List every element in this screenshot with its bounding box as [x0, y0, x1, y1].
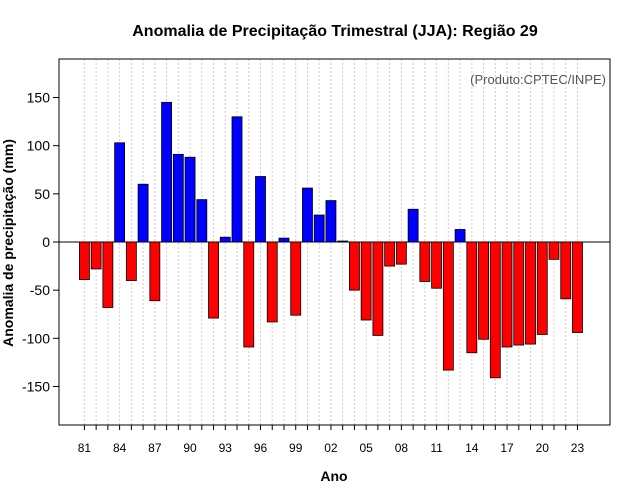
bar-17: [501, 241, 513, 348]
bar-01: [313, 214, 325, 243]
x-tick-label: 23: [571, 441, 585, 455]
bar-88: [161, 101, 172, 243]
x-tick-label: 93: [219, 441, 233, 455]
y-tick-label: -100: [22, 330, 50, 346]
bars: [79, 101, 583, 379]
x-tick-label: 08: [395, 441, 409, 455]
bar-23: [572, 241, 583, 333]
bar-16: [489, 241, 501, 379]
y-axis-label: Anomalia de precipitação (mm): [0, 139, 16, 347]
y-tick-label: -50: [30, 282, 50, 298]
x-tick-label: 17: [500, 441, 514, 455]
y-tick-label: -150: [22, 378, 50, 394]
bar-97: [266, 241, 278, 323]
x-tick-label: 05: [359, 441, 373, 455]
x-tick-label: 20: [536, 441, 550, 455]
bar-96: [255, 176, 266, 243]
bar-02: [325, 200, 337, 243]
credit-label: (Produto:CPTEC/INPE): [470, 72, 606, 87]
bar-12: [442, 241, 454, 371]
bar-81: [79, 241, 90, 280]
bar-20: [536, 241, 548, 335]
bar-21: [548, 241, 560, 260]
bar-91: [196, 199, 208, 243]
y-axis: -150 -100 -50 0 50 100 150: [22, 90, 59, 394]
x-tick-label: 14: [465, 441, 479, 455]
x-tick-label: 90: [183, 441, 197, 455]
bar-00: [302, 187, 313, 243]
bar-10: [419, 241, 431, 282]
bar-89: [172, 153, 184, 243]
bar-93: [219, 236, 231, 243]
bar-98: [278, 237, 290, 243]
bar-94: [231, 116, 243, 243]
grid-lines: [83, 59, 578, 425]
x-tick-label: 11: [430, 441, 443, 455]
x-tick-label: 87: [148, 441, 162, 455]
bar-04: [349, 241, 360, 291]
bar-85: [125, 241, 137, 281]
bar-83: [102, 241, 114, 308]
bar-14: [466, 241, 478, 354]
chart-title: Anomalia de Precipitação Trimestral (JJA…: [132, 23, 538, 40]
x-tick-label: 99: [289, 441, 303, 455]
y-tick-label: 100: [27, 138, 51, 154]
bar-07: [384, 241, 396, 267]
x-tick-label: 96: [254, 441, 268, 455]
y-tick-label: 150: [27, 90, 51, 106]
bar-86: [137, 183, 149, 243]
bar-19: [525, 241, 536, 345]
bar-09: [407, 208, 419, 243]
bar-06: [372, 241, 384, 336]
bar-11: [431, 241, 443, 289]
y-tick-label: 50: [34, 186, 50, 202]
bar-05: [360, 241, 372, 321]
bar-84: [114, 142, 126, 243]
bar-99: [290, 241, 302, 316]
bar-87: [149, 241, 161, 302]
bar-03: [337, 240, 349, 243]
y-tick-label: 0: [42, 234, 50, 250]
x-tick-label: 84: [113, 441, 127, 455]
x-tick-label: 81: [78, 441, 92, 455]
x-tick-label: 02: [324, 441, 338, 455]
x-axis-label: Ano: [320, 468, 347, 484]
bar-92: [208, 241, 219, 319]
bar-08: [395, 241, 407, 265]
bar-15: [478, 241, 489, 340]
x-axis: 81 84 87 90 93 96 99 02 05 08 11 14 17 20 23: [78, 425, 585, 455]
bar-18: [513, 241, 525, 346]
bar-95: [243, 241, 255, 348]
bar-13: [454, 229, 466, 243]
bar-90: [184, 156, 196, 243]
bar-82: [90, 241, 102, 270]
bar-22: [560, 241, 572, 300]
